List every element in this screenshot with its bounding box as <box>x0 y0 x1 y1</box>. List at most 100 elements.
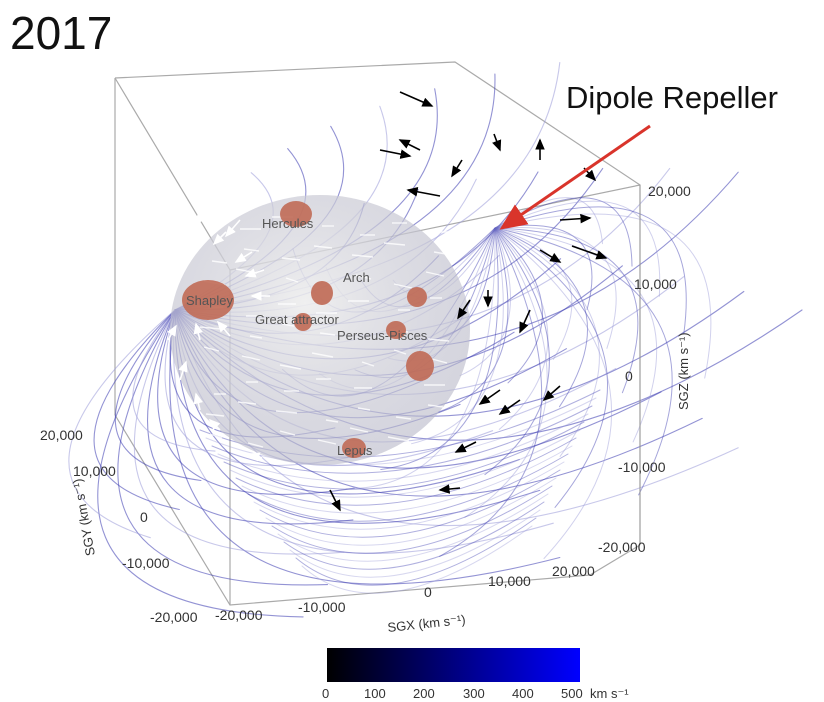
year-title: 2017 <box>10 7 113 59</box>
streamline <box>494 227 543 384</box>
perseus-blob-1 <box>407 287 427 307</box>
streamline <box>157 309 355 495</box>
streamline <box>217 413 589 482</box>
flow-arrow <box>492 133 502 152</box>
streamline <box>494 227 673 496</box>
streamline <box>209 433 223 439</box>
streamline <box>295 517 537 586</box>
streamline <box>383 242 406 246</box>
streamline <box>427 338 450 342</box>
flow-arrow <box>224 219 241 238</box>
sgx-tick-1: -20,000 <box>215 607 263 623</box>
streamline <box>361 361 375 367</box>
colorbar-tick-400: 400 <box>512 686 534 701</box>
streamline <box>484 227 550 476</box>
streamline <box>433 251 447 255</box>
streamline <box>345 227 496 490</box>
sgz-tick-5: -20,000 <box>598 539 646 555</box>
sgz-tick-4: -10,000 <box>618 459 666 475</box>
flow-arrow <box>539 249 562 263</box>
streamline <box>355 274 372 280</box>
flow-arrow <box>193 392 203 411</box>
flow-arrow <box>571 245 608 260</box>
sgx-axis-title: SGX (km s⁻¹) <box>387 612 466 635</box>
streamline <box>325 419 339 423</box>
streamline <box>351 254 374 258</box>
sgz-axis-title: SGZ (km s⁻¹) <box>676 332 691 410</box>
streamline <box>494 227 657 443</box>
flow-arrow <box>398 139 421 151</box>
sgz-tick-2: 10,000 <box>634 276 677 292</box>
label-hercules: Hercules <box>262 216 314 231</box>
streamline <box>283 501 545 570</box>
streamline <box>132 309 216 452</box>
streamline <box>247 442 264 448</box>
streamline <box>223 421 585 490</box>
streamline <box>319 332 336 336</box>
label-shapley: Shapley <box>186 293 233 308</box>
flow-arrow <box>542 385 561 402</box>
streamline <box>494 206 687 335</box>
flow-arrow <box>498 399 521 415</box>
streamline <box>93 309 180 511</box>
colorbar-unit: km s⁻¹ <box>590 686 629 701</box>
streamline <box>380 227 499 470</box>
streamline <box>247 453 569 522</box>
sgx-tick-5: 20,000 <box>552 563 595 579</box>
streamline <box>243 248 260 252</box>
flow-arrow <box>478 389 501 405</box>
flow-arrow <box>438 484 461 494</box>
streamline <box>301 525 533 594</box>
streamline <box>259 469 561 538</box>
streamline <box>174 309 541 524</box>
sgz-tick-3: 0 <box>625 368 633 384</box>
streamline <box>281 257 301 261</box>
sgy-tick-5: -20,000 <box>150 609 198 625</box>
streamline <box>265 477 557 546</box>
flow-arrow <box>179 239 189 258</box>
streamline <box>271 485 553 554</box>
perseus-blob-3 <box>406 351 434 381</box>
streamline <box>494 227 549 430</box>
flow-arrow <box>244 268 265 278</box>
streamline <box>241 355 261 361</box>
label-perseus-pisces: Perseus-Pisces <box>337 328 428 343</box>
colorbar-tick-100: 100 <box>364 686 386 701</box>
sgz-tick-1: 20,000 <box>648 183 691 199</box>
streamline <box>431 358 448 364</box>
streamline <box>279 430 296 436</box>
arch-blob <box>311 281 333 305</box>
flow-arrow <box>519 309 531 334</box>
sgz-axis: 20,000 10,000 0 -10,000 -20,000 SGZ (km … <box>598 183 691 555</box>
streamline <box>494 227 573 360</box>
colorbar-tick-500: 500 <box>561 686 583 701</box>
flow-arrow <box>149 289 168 299</box>
dipole-repeller-label: Dipole Repeller <box>566 80 778 115</box>
sgx-tick-4: 10,000 <box>488 573 531 589</box>
black-flow-arrows <box>329 91 608 512</box>
streamline <box>211 260 228 264</box>
sgy-tick-2: 10,000 <box>73 463 116 479</box>
streamline <box>205 413 225 417</box>
flow-arrow <box>248 452 263 462</box>
sgy-axis-title: SGY (km s⁻¹) <box>70 478 98 558</box>
streamline <box>289 509 541 578</box>
flow-arrow <box>195 209 207 226</box>
flow-arrow <box>178 360 188 381</box>
label-arch: Arch <box>343 270 370 285</box>
flow-arrow <box>216 320 231 337</box>
flow-arrow <box>208 418 221 431</box>
colorbar-gradient <box>327 648 580 682</box>
streamline <box>68 309 176 539</box>
streamline <box>317 439 337 445</box>
flow-arrow <box>454 441 477 453</box>
hercules-blob <box>280 201 312 227</box>
great-attractor-blob <box>294 313 312 331</box>
label-great-attractor: Great attractor <box>255 312 339 327</box>
sgy-tick-1: 20,000 <box>40 427 83 443</box>
flow-arrow <box>379 149 412 159</box>
streamline <box>494 227 613 559</box>
streamline <box>203 346 220 352</box>
colorbar-tick-300: 300 <box>463 686 485 701</box>
streamline <box>173 309 554 554</box>
